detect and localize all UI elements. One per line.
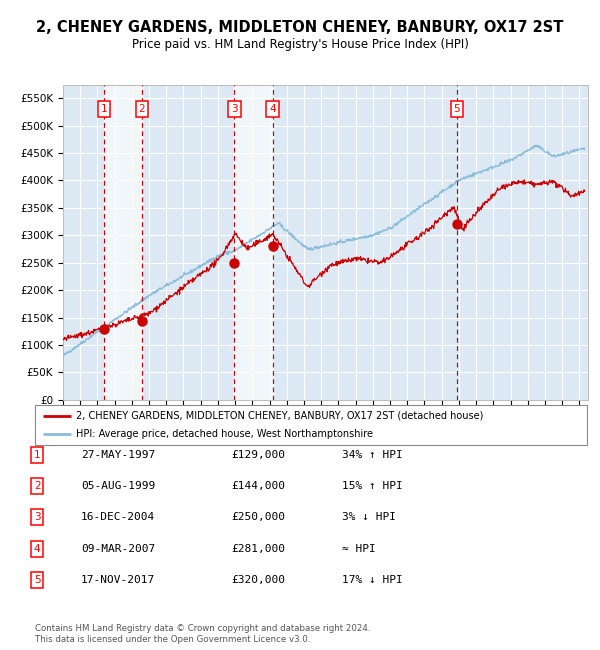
Bar — [235, 84, 272, 400]
Text: 17% ↓ HPI: 17% ↓ HPI — [342, 575, 403, 585]
Text: HPI: Average price, detached house, West Northamptonshire: HPI: Average price, detached house, West… — [76, 430, 373, 439]
Text: 5: 5 — [34, 575, 41, 585]
Text: 5: 5 — [454, 104, 460, 114]
Text: 34% ↑ HPI: 34% ↑ HPI — [342, 450, 403, 460]
Text: 3: 3 — [34, 512, 41, 523]
Text: Price paid vs. HM Land Registry's House Price Index (HPI): Price paid vs. HM Land Registry's House … — [131, 38, 469, 51]
Text: 1: 1 — [34, 450, 41, 460]
Text: £250,000: £250,000 — [231, 512, 285, 523]
Text: 2, CHENEY GARDENS, MIDDLETON CHENEY, BANBURY, OX17 2ST: 2, CHENEY GARDENS, MIDDLETON CHENEY, BAN… — [37, 20, 563, 34]
Text: 3% ↓ HPI: 3% ↓ HPI — [342, 512, 396, 523]
Text: 2: 2 — [34, 481, 41, 491]
Text: £129,000: £129,000 — [231, 450, 285, 460]
Text: £281,000: £281,000 — [231, 543, 285, 554]
Text: 3: 3 — [231, 104, 238, 114]
Text: 27-MAY-1997: 27-MAY-1997 — [81, 450, 155, 460]
Text: 4: 4 — [269, 104, 276, 114]
Text: 16-DEC-2004: 16-DEC-2004 — [81, 512, 155, 523]
Text: ≈ HPI: ≈ HPI — [342, 543, 376, 554]
Text: 2: 2 — [139, 104, 145, 114]
Text: £320,000: £320,000 — [231, 575, 285, 585]
FancyBboxPatch shape — [35, 405, 587, 445]
Text: Contains HM Land Registry data © Crown copyright and database right 2024.
This d: Contains HM Land Registry data © Crown c… — [35, 624, 370, 644]
Text: 4: 4 — [34, 543, 41, 554]
Bar — [104, 84, 142, 400]
Text: 2, CHENEY GARDENS, MIDDLETON CHENEY, BANBURY, OX17 2ST (detached house): 2, CHENEY GARDENS, MIDDLETON CHENEY, BAN… — [76, 411, 484, 421]
Text: 15% ↑ HPI: 15% ↑ HPI — [342, 481, 403, 491]
Text: 17-NOV-2017: 17-NOV-2017 — [81, 575, 155, 585]
Text: 1: 1 — [101, 104, 107, 114]
Text: £144,000: £144,000 — [231, 481, 285, 491]
Text: 09-MAR-2007: 09-MAR-2007 — [81, 543, 155, 554]
Text: 05-AUG-1999: 05-AUG-1999 — [81, 481, 155, 491]
